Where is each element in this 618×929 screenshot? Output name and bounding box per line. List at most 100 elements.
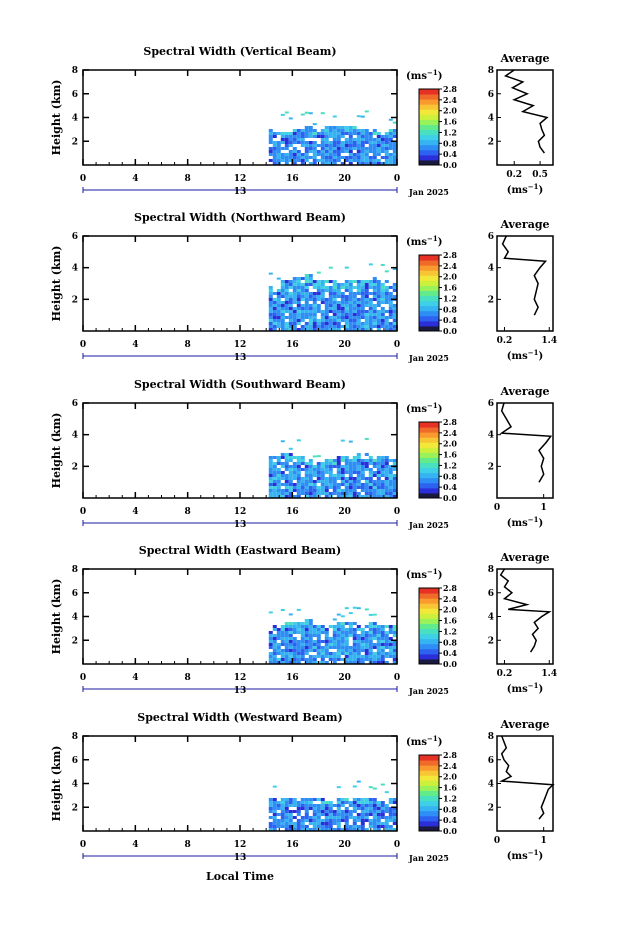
heatmap-cell [316,816,321,819]
heatmap-cell [320,646,325,649]
heatmap-cell [320,658,325,661]
heatmap-cell [356,640,361,643]
colorbar-swatch [419,825,439,832]
heatmap-cell [284,643,289,646]
colorbar-frame [418,88,440,166]
heatmap-cell [328,129,333,132]
heatmap-cell [380,322,385,325]
heatmap-cell [388,298,393,301]
heatmap-cell [292,643,297,646]
heatmap-cell [324,801,329,804]
heatmap-cell [372,813,377,816]
heatmap-cell [384,822,389,825]
heatmap-cell [280,319,285,322]
heatmap-cell [336,153,341,156]
heatmap-cell [380,783,385,786]
heatmap-cell [388,631,393,634]
heatmap-cell [312,640,317,643]
heatmap-cell [300,156,305,159]
heatmap-cell [336,483,341,486]
heatmap-cell [360,147,365,150]
heatmap-cell [328,280,333,283]
heatmap-cell [364,328,369,331]
heatmap-cell [356,828,361,831]
heatmap-cell [320,328,325,331]
heatmap-cell [292,652,297,655]
heatmap-cell [296,322,301,325]
heatmap-cell [296,132,301,135]
heatmap-cell [332,141,337,144]
heatmap-cell [388,301,393,304]
heatmap-cell [344,316,349,319]
heatmap-cell [348,440,353,443]
heatmap-cell [340,489,345,492]
colorbar-unit-exp: −1 [427,401,438,410]
date-label: Jan 2025 [408,853,449,863]
heatmap-cell [376,804,381,807]
heatmap-cell [364,147,369,150]
heatmap-cell [300,132,305,135]
heatmap-cell [320,286,325,289]
heatmap-cell [332,319,337,322]
heatmap-cell [348,304,353,307]
heatmap-cell [368,325,373,328]
heatmap-cell [336,813,341,816]
heatmap-cell [268,816,273,819]
colorbar-tick-label: 2.4 [443,761,457,771]
heatmap-cell [348,813,353,816]
heatmap-cell [304,477,309,480]
heatmap-cell [364,313,369,316]
heatmap-cell [276,156,281,159]
heatmap-cell [364,631,369,634]
heatmap-cell [332,658,337,661]
heatmap-cell [364,141,369,144]
heatmap-cell [356,135,361,138]
heatmap-cell [324,156,329,159]
heatmap-cell [380,628,385,631]
heatmap-cell [268,640,273,643]
heatmap-cell [392,267,397,270]
heatmap-cell [384,791,389,794]
heatmap-cell [376,465,381,468]
heatmap-cell [300,637,305,640]
heatmap-cell [268,611,273,614]
heatmap-cell [340,798,345,801]
heatmap-cell [324,322,329,325]
heatmap-cell [320,325,325,328]
heatmap-cell [312,649,317,652]
heatmap-cell [372,658,377,661]
heatmap-cell [336,310,341,313]
heatmap-cell [276,631,281,634]
heatmap-cell [288,280,293,283]
heatmap-cell [388,825,393,828]
x-tick-label: 20 [338,840,351,850]
heatmap-cell [364,462,369,465]
heatmap-cell [376,628,381,631]
heatmap-cell [324,298,329,301]
heatmap-cell [392,625,397,628]
heatmap-cell [312,325,317,328]
heatmap-cell [336,613,341,616]
heatmap-cell [368,649,373,652]
heatmap-cell [304,804,309,807]
heatmap-cell [392,634,397,637]
heatmap-cell [388,292,393,295]
heatmap-cell [308,649,313,652]
heatmap-cell [304,619,309,622]
heatmap-cell [380,661,385,664]
heatmap-cell [268,322,273,325]
heatmap-cell [296,135,301,138]
x-tick-label: 12 [234,507,247,517]
heatmap-cell [332,810,337,813]
heatmap-cell [348,138,353,141]
heatmap-cell [332,486,337,489]
heatmap-cell [384,468,389,471]
heatmap-cell [316,813,321,816]
heatmap-cell [324,468,329,471]
heatmap-cell [352,492,357,495]
heatmap-cell [380,807,385,810]
heatmap-cell [268,798,273,801]
heatmap-cell [352,655,357,658]
heatmap-cell [392,495,397,498]
heatmap-cell [312,328,317,331]
